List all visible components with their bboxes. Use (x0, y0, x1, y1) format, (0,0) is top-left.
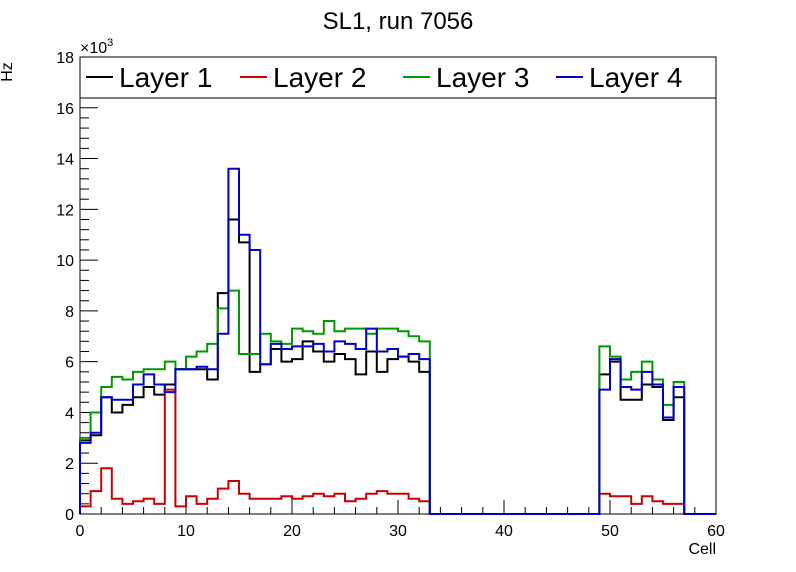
y-tick-label: 18 (56, 50, 74, 67)
y-tick-label: 14 (56, 152, 74, 169)
legend: Layer 1 Layer 2 Layer 3 Layer 4 (79, 56, 717, 99)
legend-label: Layer 1 (119, 62, 212, 93)
x-tick-label: 30 (389, 523, 407, 540)
y-tick-label: 4 (65, 405, 74, 422)
x-tick-label: 60 (707, 523, 725, 540)
series-line-layer-2 (79, 388, 716, 515)
y-axis-ticks: 0 2 4 6 8 10 12 14 16 18 (56, 50, 98, 524)
y-tick-label: 6 (65, 355, 74, 372)
x-tick-label: 40 (495, 523, 513, 540)
y-axis-label: Hz (0, 62, 16, 82)
y-axis-multiplier: ×103 (80, 37, 113, 57)
series-line-layer-3 (79, 289, 716, 515)
y-tick-label: 8 (65, 304, 74, 321)
x-tick-label: 20 (283, 523, 301, 540)
y-tick-label: 16 (56, 101, 74, 118)
y-tick-label: 10 (56, 253, 74, 270)
x-axis-ticks: 0 10 20 30 40 50 60 (76, 500, 725, 540)
y-tick-label: 0 (65, 507, 74, 524)
x-tick-label: 10 (177, 523, 195, 540)
legend-label: Layer 2 (273, 62, 366, 93)
legend-label: Layer 4 (589, 62, 682, 93)
x-tick-label: 50 (601, 523, 619, 540)
legend-label: Layer 3 (436, 62, 529, 93)
legend-box (79, 56, 717, 99)
chart-title: SL1, run 7056 (323, 8, 474, 35)
y-tick-label: 12 (56, 202, 74, 219)
x-tick-label: 0 (76, 523, 85, 540)
series-line-layer-4 (79, 167, 716, 515)
y-tick-label: 2 (65, 456, 74, 473)
series-group (79, 167, 716, 515)
x-axis-label: Cell (688, 541, 716, 558)
